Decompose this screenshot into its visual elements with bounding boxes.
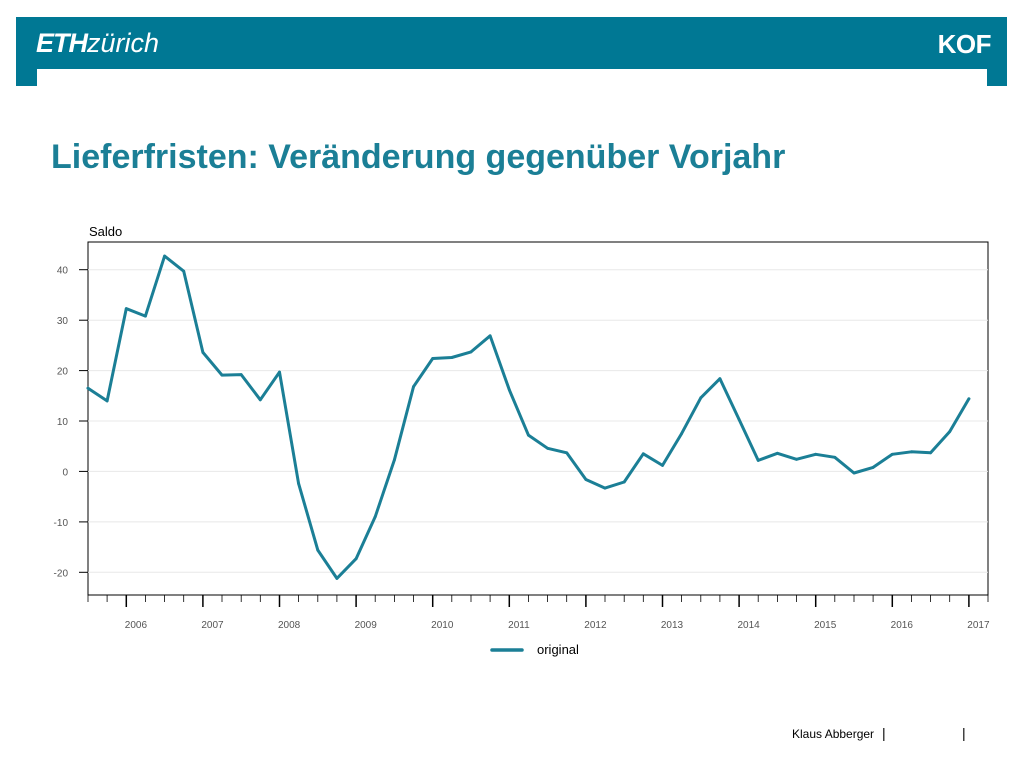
data-point	[967, 397, 971, 401]
plot-area	[87, 241, 989, 596]
data-point	[718, 377, 722, 381]
data-point	[239, 373, 243, 376]
footer-author: Klaus Abberger	[792, 727, 875, 741]
y-tick-label: -10	[54, 518, 69, 529]
data-point	[507, 388, 511, 392]
y-tick-label: 20	[57, 367, 69, 378]
data-point	[776, 451, 779, 455]
eth-logo-text: ETH	[36, 28, 88, 58]
data-point	[871, 466, 875, 469]
footer-separator: |	[882, 725, 886, 741]
data-point	[86, 386, 90, 390]
y-tick-label: 30	[57, 316, 69, 327]
data-point	[661, 464, 664, 467]
data-point	[737, 418, 741, 421]
x-tick-label: 2012	[584, 620, 607, 631]
data-point	[603, 486, 607, 490]
data-point	[373, 515, 377, 519]
data-point	[278, 370, 281, 374]
y-tick-label: 0	[62, 467, 68, 478]
y-axis-label: Saldo	[89, 224, 122, 239]
y-tick-label: 10	[57, 417, 69, 428]
data-point	[584, 478, 588, 481]
data-point	[335, 577, 339, 580]
x-axis-labels: 2006 2007 2008 2009 2010 2011 2012 2013 2014 2015…	[125, 620, 990, 631]
data-point	[680, 432, 683, 435]
data-point	[412, 385, 415, 389]
data-point	[201, 351, 205, 354]
series-layer	[86, 254, 971, 580]
data-point	[795, 457, 798, 461]
data-point	[546, 446, 549, 450]
x-axis-ticks	[87, 595, 989, 607]
data-point	[699, 396, 703, 400]
header-tab-left	[16, 69, 37, 86]
eth-zurich-logo: ETHzürich	[36, 26, 159, 60]
data-point	[910, 450, 913, 454]
data-point	[756, 459, 760, 462]
data-point	[105, 399, 109, 403]
data-point	[182, 269, 186, 273]
data-point	[431, 357, 435, 360]
data-point	[163, 254, 167, 258]
data-point	[852, 471, 856, 475]
grid-lines	[88, 269, 988, 573]
x-tick-label: 2009	[355, 620, 378, 631]
data-point	[393, 458, 396, 462]
x-tick-label: 2006	[125, 620, 148, 631]
page-title: Lieferfristen: Veränderung gegenüber Vor…	[51, 138, 786, 176]
y-axis-ticks: 40 30 20 10 0 -10 -20	[54, 266, 88, 579]
data-point	[527, 433, 530, 437]
data-point	[814, 452, 818, 456]
data-point	[258, 398, 262, 402]
data-point	[220, 373, 224, 377]
data-point	[622, 480, 626, 484]
x-tick-label: 2014	[737, 620, 760, 631]
data-point	[929, 451, 932, 455]
x-tick-label: 2013	[661, 620, 684, 631]
data-point	[144, 314, 147, 318]
x-tick-label: 2007	[201, 620, 224, 631]
x-tick-label: 2008	[278, 620, 301, 631]
data-point	[354, 557, 358, 561]
data-point	[297, 482, 300, 485]
y-tick-label: 40	[57, 266, 69, 277]
data-point	[316, 548, 320, 552]
data-point	[124, 307, 128, 310]
x-tick-label: 2011	[508, 620, 530, 631]
footer-separator: |	[962, 725, 966, 741]
data-point	[450, 356, 454, 359]
data-point	[565, 451, 569, 455]
x-tick-label: 2016	[891, 620, 914, 631]
zurich-logo-text: zürich	[87, 28, 160, 58]
x-tick-label: 2015	[814, 620, 837, 631]
x-tick-label: 2017	[967, 620, 990, 631]
y-tick-label: -20	[54, 568, 69, 579]
legend-label: original	[537, 642, 579, 657]
data-point	[641, 452, 645, 456]
data-point	[469, 350, 473, 354]
kof-logo: KOF	[937, 29, 992, 59]
header-bar	[16, 17, 1007, 69]
x-tick-label: 2010	[431, 620, 454, 631]
data-point	[948, 430, 952, 433]
data-point	[890, 452, 894, 456]
data-point	[488, 334, 492, 338]
data-point	[833, 455, 837, 459]
header-tab-right	[987, 69, 1007, 86]
